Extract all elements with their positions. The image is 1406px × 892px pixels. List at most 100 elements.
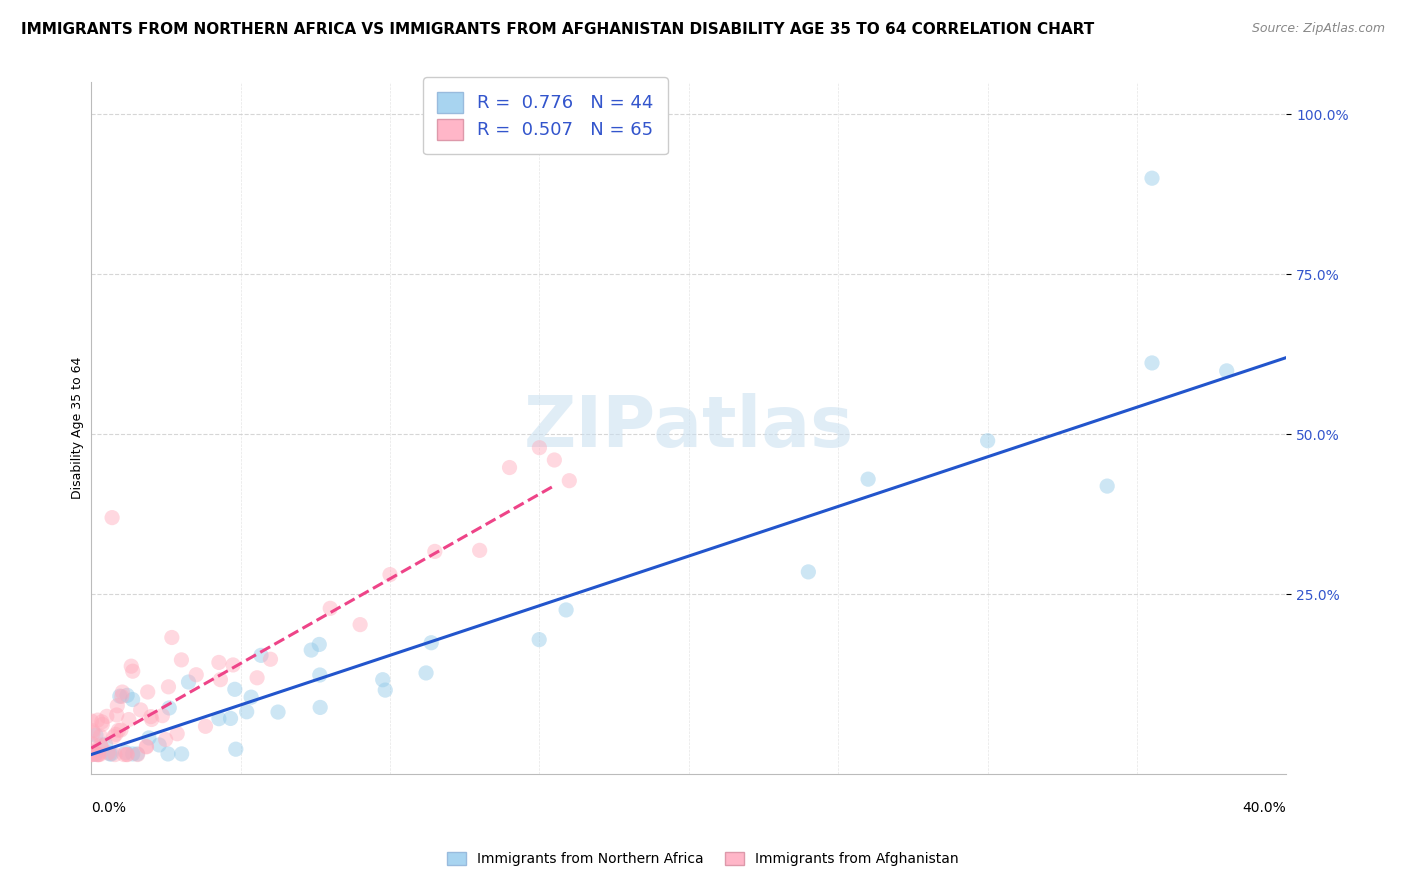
Point [84, 747, 107, 761]
Point [80, 747, 103, 762]
Point [1140, 356, 1163, 370]
Point [166, 727, 188, 741]
Point [104, 727, 127, 741]
Point [468, 543, 491, 558]
Point [110, 723, 132, 737]
Point [84, 728, 107, 742]
Point [208, 656, 231, 670]
Point [129, 703, 152, 717]
Point [267, 705, 290, 719]
Point [138, 731, 160, 745]
Text: 40.0%: 40.0% [1243, 801, 1286, 814]
Point [111, 685, 134, 699]
Point [543, 453, 565, 467]
Legend: Immigrants from Northern Africa, Immigrants from Afghanistan: Immigrants from Northern Africa, Immigra… [441, 847, 965, 871]
Point [135, 739, 157, 754]
Point [170, 747, 193, 761]
Point [797, 565, 820, 579]
Point [420, 636, 443, 650]
Point [87, 747, 110, 762]
Point [100, 747, 122, 761]
Point [219, 711, 242, 725]
Point [86, 713, 108, 727]
Point [80, 737, 103, 751]
Point [208, 712, 231, 726]
Point [529, 441, 551, 455]
Point [308, 637, 330, 651]
Point [1095, 479, 1118, 493]
Point [423, 544, 446, 558]
Point [103, 730, 125, 744]
Point [80, 714, 103, 728]
Point [101, 510, 124, 524]
Point [558, 474, 581, 488]
Point [91, 717, 114, 731]
Point [139, 709, 162, 723]
Point [259, 652, 281, 666]
Point [90, 714, 112, 729]
Point [240, 690, 263, 705]
Point [108, 689, 131, 703]
Point [299, 643, 322, 657]
Point [111, 690, 134, 704]
Point [222, 657, 245, 672]
Point [121, 664, 143, 678]
Point [114, 746, 136, 760]
Point [309, 700, 332, 714]
Point [96, 709, 118, 723]
Point [555, 603, 578, 617]
Point [319, 601, 342, 615]
Point [498, 460, 520, 475]
Point [121, 692, 143, 706]
Point [127, 747, 149, 762]
Point [80, 747, 103, 762]
Point [415, 665, 437, 680]
Point [115, 747, 138, 762]
Point [105, 708, 128, 723]
Point [224, 682, 246, 697]
Text: IMMIGRANTS FROM NORTHERN AFRICA VS IMMIGRANTS FROM AFGHANISTAN DISABILITY AGE 35: IMMIGRANTS FROM NORTHERN AFRICA VS IMMIG… [21, 22, 1094, 37]
Point [1215, 364, 1237, 378]
Point [115, 689, 138, 703]
Point [194, 719, 217, 733]
Point [378, 567, 401, 582]
Point [107, 723, 129, 738]
Point [94, 737, 117, 751]
Point [856, 472, 879, 486]
Point [1140, 171, 1163, 186]
Point [97, 746, 120, 760]
Point [82, 726, 104, 740]
Point [104, 747, 127, 762]
Point [250, 648, 273, 663]
Point [235, 705, 257, 719]
Point [135, 739, 157, 754]
Point [371, 673, 394, 687]
Y-axis label: Disability Age 35 to 64: Disability Age 35 to 64 [72, 357, 84, 500]
Point [80, 747, 103, 762]
Point [225, 742, 247, 756]
Point [349, 617, 371, 632]
Point [246, 671, 269, 685]
Point [82, 723, 104, 738]
Point [308, 668, 330, 682]
Point [209, 673, 232, 687]
Point [148, 738, 170, 752]
Point [90, 739, 112, 754]
Point [157, 701, 180, 715]
Point [170, 653, 193, 667]
Point [160, 631, 183, 645]
Point [127, 747, 149, 761]
Point [86, 747, 108, 762]
Point [115, 747, 138, 762]
Point [150, 708, 173, 723]
Point [156, 747, 179, 761]
Point [121, 747, 143, 761]
Point [90, 738, 112, 752]
Legend: R =  0.776   N = 44, R =  0.507   N = 65: R = 0.776 N = 44, R = 0.507 N = 65 [423, 78, 668, 154]
Point [105, 698, 128, 713]
Point [112, 747, 135, 762]
Point [374, 683, 396, 698]
Point [82, 744, 104, 758]
Point [87, 747, 110, 762]
Point [136, 685, 159, 699]
